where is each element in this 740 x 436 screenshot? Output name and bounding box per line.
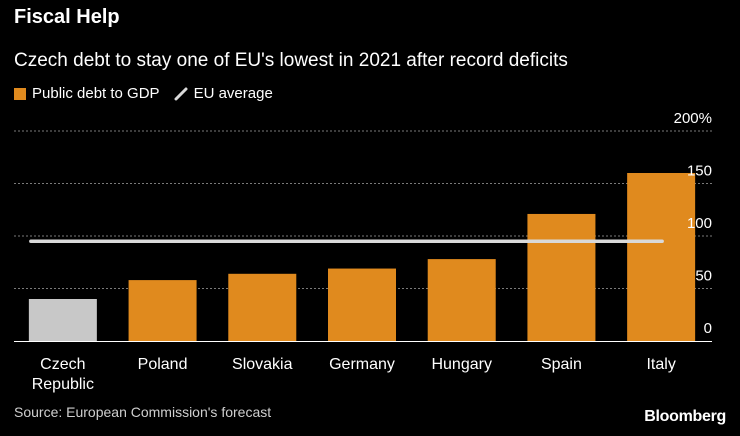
y-tick-label: 100 (687, 215, 712, 232)
x-tick-label-line: Italy (646, 356, 675, 373)
source-note: Source: European Commission's forecast (14, 404, 272, 420)
bloomberg-logo: Bloomberg (644, 408, 726, 425)
legend-swatch-line-icon (174, 87, 188, 100)
x-tick-label-line: Republic (32, 376, 94, 393)
x-tick-label-line: Germany (329, 356, 395, 373)
legend-item-eu-average: EU average (174, 85, 273, 102)
y-tick-label: 0 (704, 320, 712, 337)
bar (627, 173, 696, 341)
legend-label-debt: Public debt to GDP (32, 85, 160, 102)
y-tick-label: 200% (674, 110, 712, 127)
legend-item-debt: Public debt to GDP (14, 85, 160, 102)
legend-swatch-bar-icon (14, 87, 26, 100)
y-tick-label: 50 (695, 268, 712, 285)
chart-subtitle: Czech debt to stay one of EU's lowest in… (14, 50, 568, 71)
chart-title: Fiscal Help (14, 6, 120, 28)
grid-layer (14, 130, 712, 289)
bar (427, 259, 496, 341)
x-tick-label-line: Czech (40, 356, 85, 373)
x-tick-label: Slovakia (232, 356, 293, 373)
bar (128, 280, 197, 341)
x-tick-label: Poland (138, 356, 188, 373)
x-tick-label: Italy (646, 356, 675, 373)
bar (28, 299, 97, 341)
x-tick-label-line: Hungary (431, 356, 491, 373)
bar (328, 268, 396, 341)
bar-layer (28, 173, 696, 341)
y-tick-label: 150 (687, 163, 712, 180)
axis-layer: 0 50 100 150 200% Czech Republic Poland Slovakia… (14, 110, 712, 393)
legend-label-eu-average: EU average (193, 85, 273, 102)
x-tick-label: Germany (329, 356, 395, 373)
legend: Public debt to GDP EU average (14, 85, 287, 102)
x-tick-label: Hungary (431, 356, 491, 373)
x-tick-label: Spain (541, 356, 582, 373)
x-tick-label-line: Slovakia (232, 356, 293, 373)
x-tick-label: Czech Republic (32, 356, 94, 393)
x-tick-label-line: Spain (541, 356, 582, 373)
x-tick-label-line: Poland (138, 356, 188, 373)
bar (527, 213, 596, 341)
bar (228, 273, 297, 341)
